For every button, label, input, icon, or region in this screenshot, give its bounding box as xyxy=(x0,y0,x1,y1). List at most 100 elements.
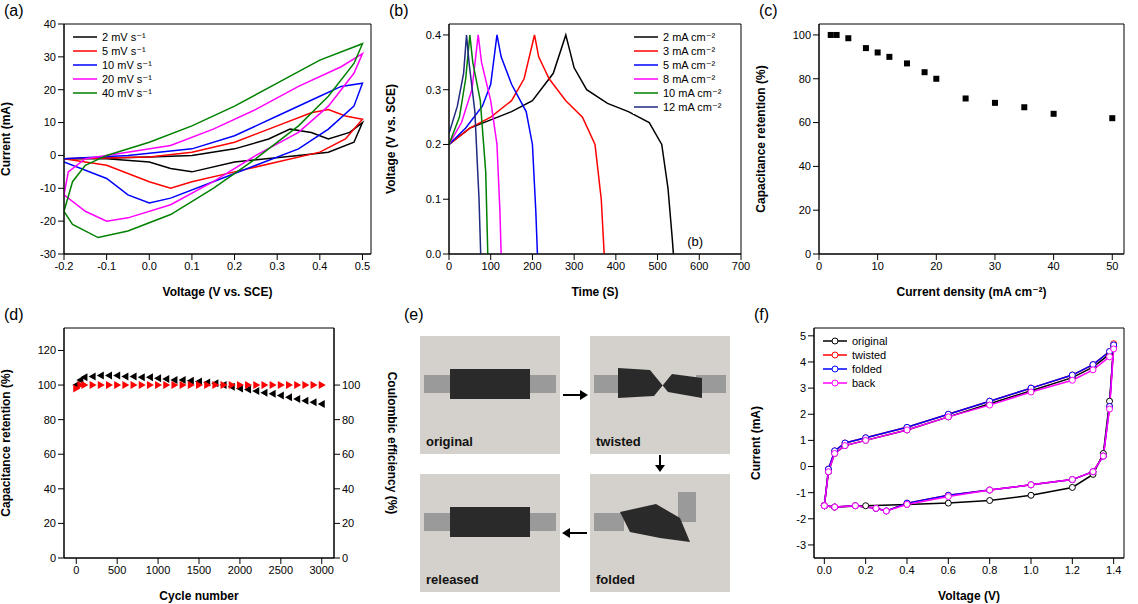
svg-text:1.2: 1.2 xyxy=(1065,564,1080,576)
svg-text:40: 40 xyxy=(342,483,354,495)
svg-text:0.3: 0.3 xyxy=(270,260,285,272)
svg-text:30: 30 xyxy=(989,260,1001,272)
svg-text:-3: -3 xyxy=(796,539,806,551)
html-text:(c): (c) xyxy=(759,2,778,19)
svg-text:Current (mA): Current (mA) xyxy=(750,406,763,480)
svg-text:20: 20 xyxy=(342,517,354,529)
svg-text:-20: -20 xyxy=(40,215,56,227)
svg-text:-2: -2 xyxy=(796,513,806,525)
svg-text:twisted: twisted xyxy=(596,434,641,449)
svg-text:0.1: 0.1 xyxy=(426,193,441,205)
svg-text:2000: 2000 xyxy=(228,564,252,576)
svg-text:1000: 1000 xyxy=(146,564,170,576)
svg-text:0.0: 0.0 xyxy=(817,564,832,576)
svg-text:5: 5 xyxy=(800,330,806,342)
svg-text:10: 10 xyxy=(872,260,884,272)
svg-text:500: 500 xyxy=(648,260,666,272)
svg-text:20: 20 xyxy=(799,204,811,216)
svg-text:0: 0 xyxy=(342,552,348,564)
svg-text:100: 100 xyxy=(342,379,360,391)
svg-text:0.8: 0.8 xyxy=(982,564,997,576)
svg-text:40: 40 xyxy=(1047,260,1059,272)
svg-text:100: 100 xyxy=(482,260,500,272)
svg-text:1.0: 1.0 xyxy=(1023,564,1038,576)
svg-text:600: 600 xyxy=(690,260,708,272)
svg-text:2500: 2500 xyxy=(269,564,293,576)
html-text:(b): (b) xyxy=(389,2,409,19)
svg-text:200: 200 xyxy=(523,260,541,272)
svg-text:80: 80 xyxy=(799,73,811,85)
svg-text:-1: -1 xyxy=(796,487,806,499)
svg-text:-0.1: -0.1 xyxy=(97,260,116,272)
svg-text:0: 0 xyxy=(50,552,56,564)
svg-text:50: 50 xyxy=(1106,260,1118,272)
svg-text:0.0: 0.0 xyxy=(426,248,441,260)
svg-text:Capacitance retention (%): Capacitance retention (%) xyxy=(755,65,768,212)
svg-text:30: 30 xyxy=(44,51,56,63)
svg-text:1: 1 xyxy=(800,434,806,446)
svg-text:-30: -30 xyxy=(40,248,56,260)
svg-text:700: 700 xyxy=(732,260,750,272)
svg-text:Cycle number: Cycle number xyxy=(159,589,239,603)
html-text:(a): (a) xyxy=(4,2,24,19)
svg-text:300: 300 xyxy=(565,260,583,272)
svg-text:20: 20 xyxy=(930,260,942,272)
svg-text:Coulombic efficiency (%): Coulombic efficiency (%) xyxy=(385,372,399,515)
svg-text:3: 3 xyxy=(800,382,806,394)
svg-text:Current (mA): Current (mA) xyxy=(0,102,13,176)
svg-text:40: 40 xyxy=(44,483,56,495)
svg-text:Voltage (V vs. SCE): Voltage (V vs. SCE) xyxy=(163,285,273,299)
svg-text:400: 400 xyxy=(607,260,625,272)
svg-text:60: 60 xyxy=(44,448,56,460)
svg-text:10: 10 xyxy=(44,116,56,128)
html-text:(e): (e) xyxy=(404,306,424,323)
svg-text:0.4: 0.4 xyxy=(899,564,914,576)
svg-text:0.5: 0.5 xyxy=(355,260,370,272)
svg-text:0.3: 0.3 xyxy=(426,84,441,96)
svg-text:0.1: 0.1 xyxy=(184,260,199,272)
svg-text:1500: 1500 xyxy=(187,564,211,576)
svg-text:0: 0 xyxy=(50,149,56,161)
svg-text:0: 0 xyxy=(446,260,452,272)
svg-text:0.4: 0.4 xyxy=(426,29,441,41)
svg-text:0: 0 xyxy=(816,260,822,272)
svg-text:120: 120 xyxy=(38,344,56,356)
svg-text:60: 60 xyxy=(342,448,354,460)
svg-text:2: 2 xyxy=(800,408,806,420)
svg-text:20: 20 xyxy=(44,517,56,529)
svg-text:0.4: 0.4 xyxy=(312,260,327,272)
svg-text:folded: folded xyxy=(596,572,635,587)
svg-text:original: original xyxy=(426,434,473,449)
svg-text:0.0: 0.0 xyxy=(142,260,157,272)
svg-text:0.2: 0.2 xyxy=(858,564,873,576)
html-text:(f): (f) xyxy=(754,306,770,323)
svg-text:0.2: 0.2 xyxy=(426,138,441,150)
svg-text:Current density (mA cm⁻²): Current density (mA cm⁻²) xyxy=(897,285,1047,299)
svg-text:Voltage (V): Voltage (V) xyxy=(938,589,1000,603)
svg-text:60: 60 xyxy=(799,116,811,128)
svg-text:3000: 3000 xyxy=(309,564,333,576)
svg-text:4: 4 xyxy=(800,356,806,368)
svg-text:40: 40 xyxy=(799,160,811,172)
svg-text:released: released xyxy=(426,572,479,587)
svg-text:80: 80 xyxy=(44,414,56,426)
svg-text:-0.2: -0.2 xyxy=(55,260,74,272)
svg-text:0: 0 xyxy=(800,460,806,472)
svg-text:Capacitance retention (%): Capacitance retention (%) xyxy=(0,369,13,516)
svg-text:20: 20 xyxy=(44,84,56,96)
svg-text:500: 500 xyxy=(108,564,126,576)
svg-text:(b): (b) xyxy=(687,234,703,249)
svg-text:80: 80 xyxy=(342,414,354,426)
svg-text:Time (S): Time (S) xyxy=(571,285,618,299)
svg-text:0: 0 xyxy=(805,248,811,260)
svg-text:100: 100 xyxy=(38,379,56,391)
html-text:(d): (d) xyxy=(4,306,24,323)
svg-text:-10: -10 xyxy=(40,182,56,194)
svg-text:100: 100 xyxy=(793,29,811,41)
svg-text:0.2: 0.2 xyxy=(227,260,242,272)
svg-text:40: 40 xyxy=(44,18,56,30)
svg-text:0: 0 xyxy=(73,564,79,576)
svg-text:1.4: 1.4 xyxy=(1106,564,1121,576)
svg-text:0.6: 0.6 xyxy=(941,564,956,576)
svg-text:Voltage (V vs. SCE): Voltage (V vs. SCE) xyxy=(385,84,398,194)
